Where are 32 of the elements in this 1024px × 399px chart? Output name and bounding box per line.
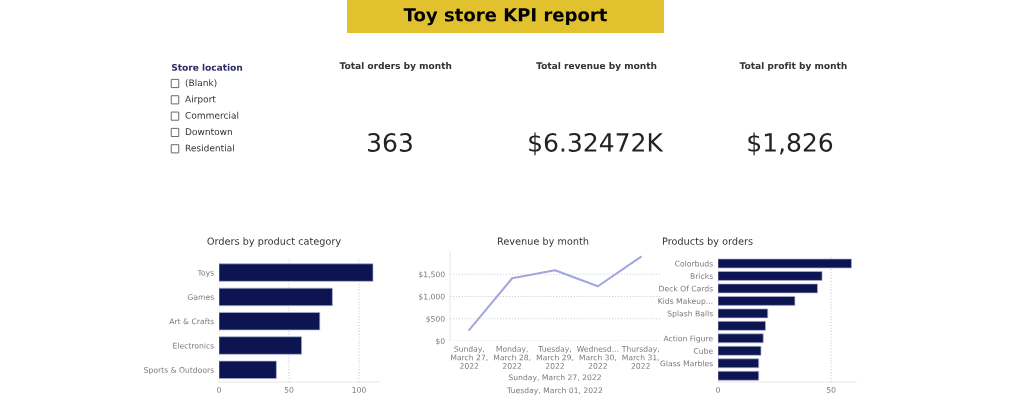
bar <box>718 308 769 319</box>
bar <box>219 287 333 306</box>
chart-title: Orders by product category <box>207 237 341 247</box>
text: (Blank) <box>185 79 217 88</box>
text: Commercial <box>185 111 239 119</box>
bar <box>718 283 818 294</box>
bar <box>219 263 374 282</box>
text: 363 <box>368 133 412 152</box>
text: Airport <box>185 95 216 105</box>
text: Store location <box>171 63 243 71</box>
text: Total profit by month <box>739 62 847 71</box>
bar <box>718 271 823 281</box>
line-series <box>468 255 642 331</box>
text: Residential <box>185 144 234 152</box>
text: $1,826 <box>748 132 833 156</box>
chart-title: Revenue by month <box>497 237 589 247</box>
bar <box>718 258 852 269</box>
text: Toy store KPI report <box>403 8 608 26</box>
bar <box>718 345 762 356</box>
bar <box>219 336 302 355</box>
bar <box>718 321 766 331</box>
text: Total revenue by month <box>536 62 657 71</box>
chart-title: Products by orders <box>662 237 753 247</box>
text: Total orders by month <box>339 62 452 71</box>
text: Downtown <box>185 128 232 136</box>
bar <box>718 333 764 344</box>
bar <box>718 358 760 369</box>
bar <box>718 370 760 381</box>
bar <box>219 312 321 331</box>
bar <box>718 296 796 306</box>
bar <box>219 360 277 379</box>
text: $6.32472K <box>529 132 664 156</box>
